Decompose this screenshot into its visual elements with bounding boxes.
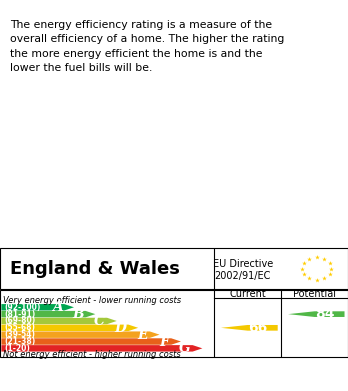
Polygon shape: [1, 332, 159, 338]
Text: England & Wales: England & Wales: [10, 260, 180, 278]
Polygon shape: [1, 325, 138, 331]
Text: Very energy efficient - lower running costs: Very energy efficient - lower running co…: [3, 296, 182, 305]
Text: E: E: [137, 328, 148, 342]
Text: C: C: [94, 314, 105, 328]
Polygon shape: [1, 318, 117, 324]
Text: A: A: [52, 300, 63, 314]
Text: B: B: [72, 307, 84, 321]
Polygon shape: [1, 304, 74, 310]
Text: (39-54): (39-54): [4, 330, 35, 339]
Text: (92-100): (92-100): [4, 303, 41, 312]
Text: F: F: [160, 335, 169, 348]
Polygon shape: [1, 345, 203, 352]
Text: Potential: Potential: [293, 289, 336, 299]
Text: 66: 66: [248, 321, 268, 335]
Text: (55-68): (55-68): [4, 323, 35, 332]
Text: (81-91): (81-91): [4, 310, 35, 319]
Text: Not energy efficient - higher running costs: Not energy efficient - higher running co…: [3, 350, 181, 359]
Text: The energy efficiency rating is a measure of the
overall efficiency of a home. T: The energy efficiency rating is a measur…: [10, 20, 285, 73]
Text: EU Directive: EU Directive: [213, 258, 273, 269]
Text: Current: Current: [229, 289, 266, 299]
Text: Energy Efficiency Rating: Energy Efficiency Rating: [10, 367, 232, 382]
Text: 2002/91/EC: 2002/91/EC: [215, 271, 271, 281]
Text: (1-20): (1-20): [4, 344, 30, 353]
Polygon shape: [1, 311, 95, 317]
Text: D: D: [115, 321, 127, 335]
Text: 84: 84: [315, 307, 335, 321]
Text: (69-80): (69-80): [4, 316, 35, 325]
Text: G: G: [179, 341, 191, 355]
Polygon shape: [1, 338, 181, 345]
Text: (21-38): (21-38): [4, 337, 35, 346]
Polygon shape: [288, 311, 345, 317]
Polygon shape: [221, 325, 278, 331]
